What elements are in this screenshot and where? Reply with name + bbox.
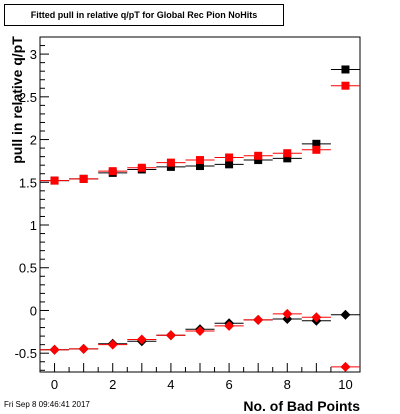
data-point-diamond (107, 339, 118, 350)
y-tick-label: 2 (30, 133, 37, 148)
data-point-diamond (224, 320, 235, 331)
data-point-square (341, 81, 350, 90)
data-point-diamond (78, 343, 89, 354)
data-point-square (254, 156, 263, 165)
data-point-diamond (253, 314, 264, 325)
x-tick-label: 6 (225, 377, 232, 392)
x-tick-label: 2 (109, 377, 116, 392)
data-point-square (312, 145, 321, 154)
data-point-diamond (195, 325, 205, 336)
data-point-diamond (282, 308, 293, 319)
plot-frame (39, 36, 361, 373)
data-point-square (312, 139, 321, 148)
data-point-diamond (282, 314, 293, 325)
data-point-square (225, 160, 234, 169)
x-tick-label: 0 (51, 377, 58, 392)
data-point-diamond (340, 361, 351, 372)
data-point-square (108, 167, 117, 176)
data-point-diamond (49, 344, 60, 355)
y-tick-label: 1 (30, 218, 37, 233)
y-tick-label: -0.5 (15, 346, 37, 361)
chart-title: Fitted pull in relative q/pT for Global … (30, 10, 258, 20)
data-point-square (254, 151, 263, 160)
y-tick-label: 3 (30, 47, 37, 62)
y-axis-label: pull in relative q/pT (9, 36, 25, 164)
x-axis-label: No. of Bad Points (243, 398, 360, 414)
x-tick-label: 10 (338, 377, 352, 392)
x-tick-label: 8 (284, 377, 291, 392)
data-point-square (137, 163, 146, 172)
data-point-diamond (340, 309, 351, 320)
data-point-square (283, 149, 292, 158)
data-point-diamond (136, 334, 147, 345)
data-point-square (79, 174, 88, 183)
data-point-square (196, 162, 204, 171)
data-point-square (166, 158, 175, 167)
data-point-square (225, 153, 234, 162)
series-2 (40, 81, 360, 185)
y-tick-label: 2.5 (19, 90, 37, 105)
x-tick-label: 4 (167, 377, 174, 392)
series-1 (40, 65, 360, 185)
plot-axes: 0 2 4 6 8 10 -0.5 0 0.5 1 1.5 2 2.5 3 (15, 36, 361, 392)
data-point-square (341, 65, 350, 74)
series-4 (40, 308, 360, 372)
y-tick-label: 0 (30, 303, 37, 318)
data-point-diamond (165, 330, 176, 341)
y-tick-label: 0.5 (19, 261, 37, 276)
data-point-square (166, 162, 175, 171)
chart-title-box: Fitted pull in relative q/pT for Global … (4, 4, 284, 26)
data-point-diamond (311, 312, 322, 323)
y-tick-label: 1.5 (19, 175, 37, 190)
data-series (40, 65, 360, 372)
data-point-square (196, 156, 204, 165)
timestamp-label: Fri Sep 8 09:46:41 2017 (4, 400, 90, 409)
data-point-square (283, 154, 292, 163)
data-point-square (50, 176, 59, 185)
